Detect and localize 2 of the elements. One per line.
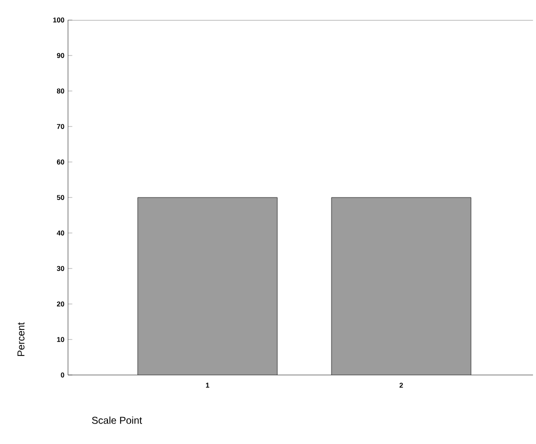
x-axis-title: Scale Point — [92, 416, 142, 424]
y-axis-title: Percent — [17, 322, 24, 356]
